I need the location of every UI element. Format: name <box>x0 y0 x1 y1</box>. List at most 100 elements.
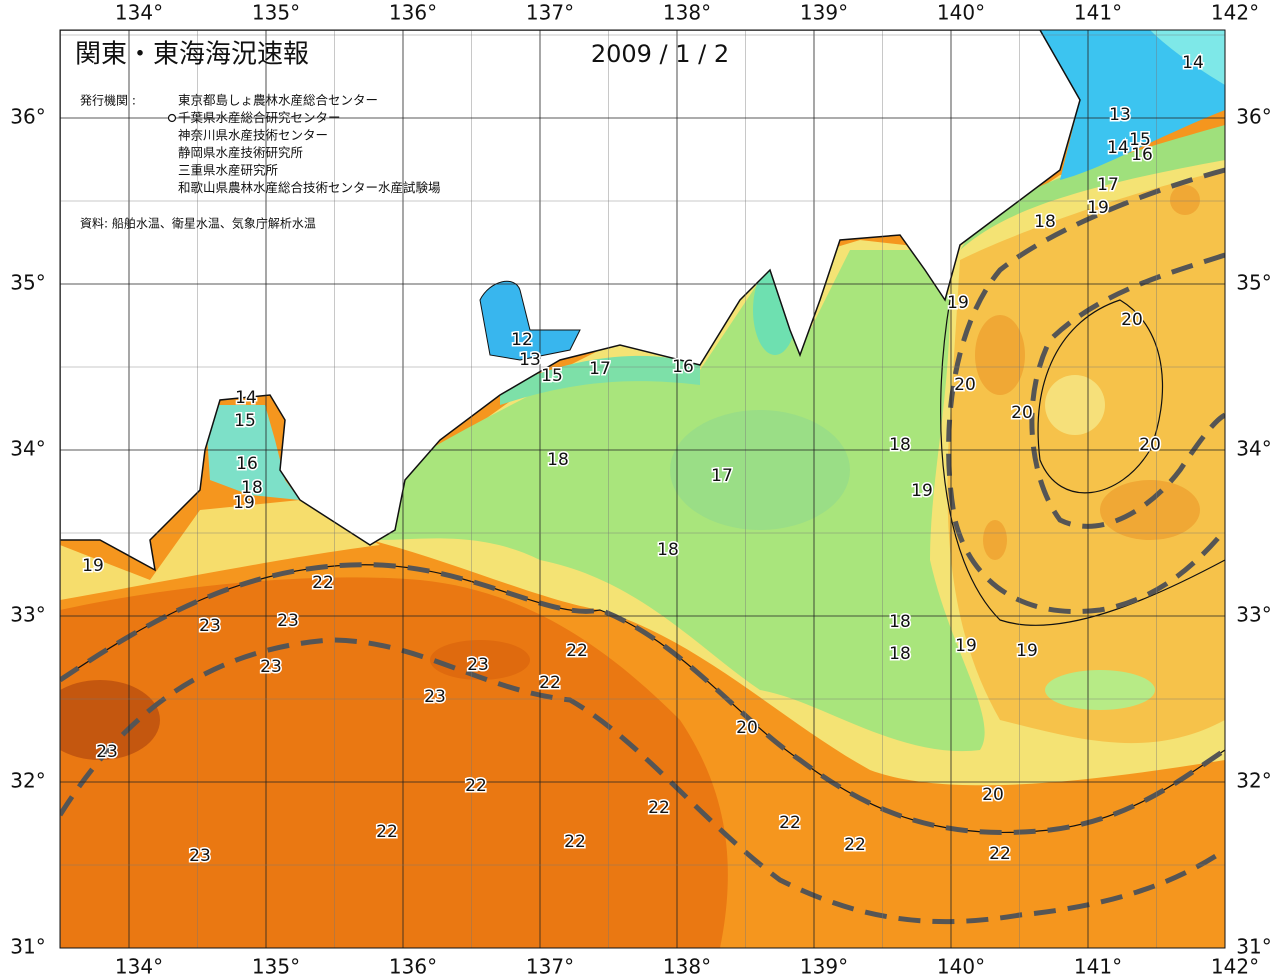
sea-hot-patch <box>430 640 530 680</box>
contour-label: 18 <box>889 435 911 455</box>
data-source: 資料: 船舶水温、衛星水温、気象庁解析水温 <box>80 216 316 231</box>
publishers-label: 発行機関 : <box>80 93 136 108</box>
contour-label: 23 <box>424 687 446 707</box>
contour-label: 16 <box>236 454 258 474</box>
contour-label: 22 <box>539 673 561 693</box>
longitude-label: 139° <box>800 1 848 25</box>
contour-label: 23 <box>260 657 282 677</box>
sea-patch <box>1170 185 1200 215</box>
contour-label: 19 <box>82 556 104 576</box>
contour-label: 22 <box>989 844 1011 864</box>
contour-label: 22 <box>564 832 586 852</box>
contour-label: 18 <box>889 612 911 632</box>
current-edge <box>60 637 1225 925</box>
sea-cool-patch <box>1045 670 1155 710</box>
map-frame <box>59 29 1226 949</box>
map-date: 2009 / 1 / 2 <box>591 40 729 68</box>
contour-label: 19 <box>1016 641 1038 661</box>
latitude-label: 33° <box>10 603 45 627</box>
contour-label: 18 <box>241 478 263 498</box>
contour-label: 23 <box>199 616 221 636</box>
longitude-label: 141° <box>1074 1 1122 25</box>
current-edge <box>60 562 1225 835</box>
sea-patch <box>975 315 1025 395</box>
contour-label: 22 <box>312 573 334 593</box>
contour-label: 17 <box>711 466 733 486</box>
contour-label: 23 <box>277 611 299 631</box>
contour-label: 19 <box>911 481 933 501</box>
sea-hot <box>60 577 728 948</box>
contour-label: 23 <box>96 742 118 762</box>
sea-warm-eddy <box>947 170 1225 744</box>
contour-label: 15 <box>234 411 256 431</box>
axis-labels: 134° 134° 135° 135° 136° 136° 137° 137° 138° 138°… <box>10 1 1271 979</box>
contour-label: 22 <box>376 822 398 842</box>
contour-label: 22 <box>844 835 866 855</box>
contour-label: 18 <box>1034 212 1056 232</box>
contour-label: 14 <box>235 388 257 408</box>
ise-bay <box>479 280 581 361</box>
contour-label: 19 <box>955 636 977 656</box>
contour-label: 20 <box>954 375 976 395</box>
contour-label: 22 <box>465 776 487 796</box>
publisher: 和歌山県農林水産総合技術センター水産試験場 <box>178 180 441 195</box>
contour-label: 20 <box>982 785 1004 805</box>
latitude-label: 32° <box>10 769 45 793</box>
contour-label: 23 <box>467 655 489 675</box>
longitude-label: 136° <box>389 1 437 25</box>
longitude-label: 138° <box>663 1 711 25</box>
current-axis <box>60 167 1225 925</box>
land <box>60 30 1081 572</box>
contour-label: 19 <box>947 293 969 313</box>
sea-mild-coast <box>60 500 380 600</box>
publisher: 三重県水産研究所 <box>178 163 278 178</box>
longitude-label: 137° <box>526 1 574 25</box>
contour-label: 18 <box>547 450 569 470</box>
sea-cool-ne <box>960 125 1225 250</box>
longitude-label: 139° <box>800 955 848 979</box>
latitude-label: 36° <box>1236 105 1271 129</box>
contour-label: 15 <box>1129 130 1151 150</box>
contour-label: 18 <box>657 540 679 560</box>
longitude-label: 142° <box>1211 955 1259 979</box>
site-marker <box>167 113 177 123</box>
contour-label: 20 <box>1139 435 1161 455</box>
contour-label: 12 <box>511 330 533 350</box>
sea-patch <box>1045 375 1105 435</box>
latitude-label: 35° <box>1236 271 1271 295</box>
publisher: 静岡県水産技術研究所 <box>178 145 303 160</box>
publisher: 東京都島しょ農林水産総合センター <box>178 93 378 108</box>
sea-patch <box>983 520 1007 560</box>
latitude-label: 34° <box>10 437 45 461</box>
latitude-label: 31° <box>1236 935 1271 959</box>
contour-label: 15 <box>541 366 563 386</box>
sea-cold-patch <box>1150 30 1225 85</box>
longitude-label: 135° <box>252 1 300 25</box>
publisher: 千葉県水産総合研究センター <box>178 110 341 125</box>
contour <box>940 299 1225 626</box>
longitude-label: 134° <box>115 1 163 25</box>
contour-label: 17 <box>1097 175 1119 195</box>
latitude-label: 34° <box>1236 437 1271 461</box>
map-title: 関東・東海海況速報 <box>75 40 309 70</box>
contour-label: 17 <box>589 359 611 379</box>
eddy-edge <box>1029 252 1225 529</box>
contour-label: 20 <box>1121 310 1143 330</box>
contour-label: 14 <box>1182 53 1204 73</box>
longitude-label: 138° <box>663 955 711 979</box>
sea-cold-coast <box>500 355 700 405</box>
contour <box>1037 299 1164 494</box>
sea-channel <box>205 405 300 500</box>
publishers: 東京都島しょ農林水産総合センター千葉県水産総合研究センター神奈川県水産技術センタ… <box>178 93 441 196</box>
contour-label: 13 <box>1109 105 1131 125</box>
contour-label: 22 <box>566 641 588 661</box>
longitude-label: 140° <box>937 1 985 25</box>
contour-label: 19 <box>233 493 255 513</box>
contour-label: 20 <box>1011 403 1033 423</box>
longitude-label: 137° <box>526 955 574 979</box>
sea-patch <box>1100 480 1200 540</box>
contour-label: 13 <box>519 350 541 370</box>
longitude-label: 142° <box>1211 1 1259 25</box>
